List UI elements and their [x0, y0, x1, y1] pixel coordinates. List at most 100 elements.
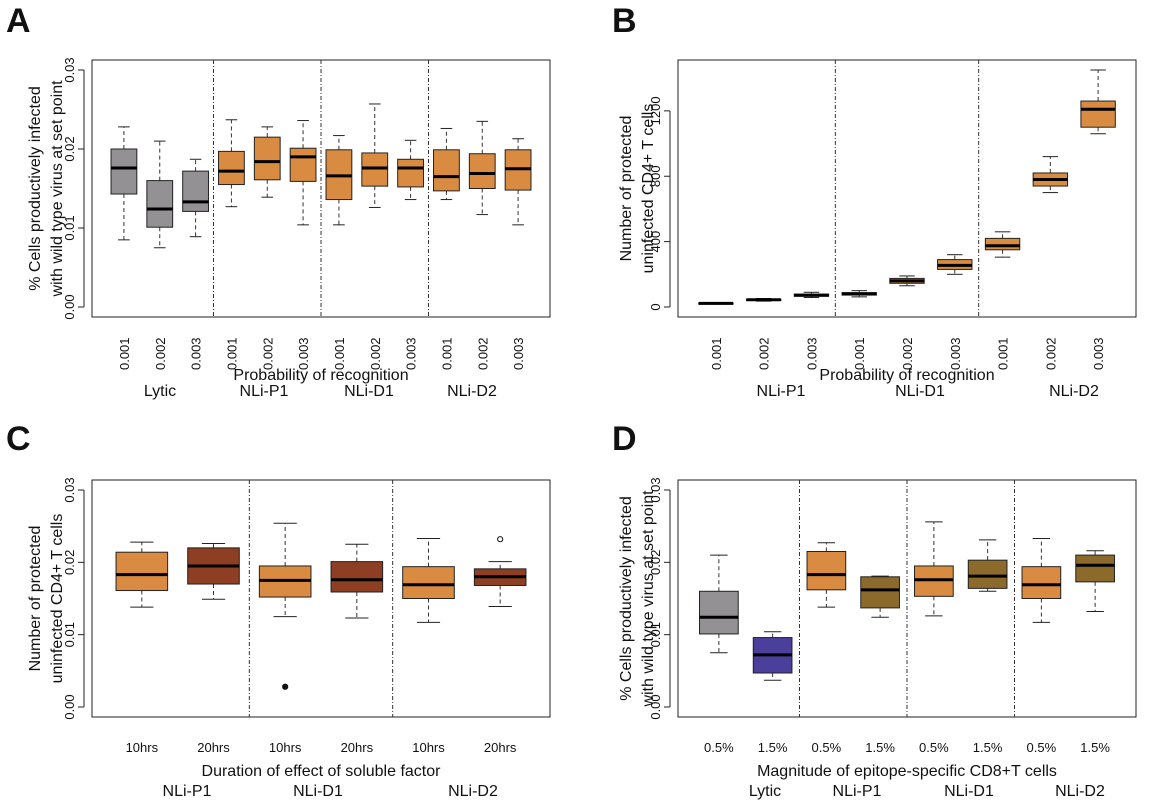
group-label: NLi-D2 [447, 383, 497, 400]
box [402, 566, 455, 600]
x-tick-label: 0.003 [404, 337, 419, 370]
y-tick-label: 1200 [648, 96, 663, 125]
box [468, 153, 496, 190]
box [1080, 100, 1116, 128]
x-tick-label: 0.002 [757, 337, 772, 370]
outlier-point [282, 683, 289, 690]
y-axis-label: Number of protected [618, 116, 635, 262]
x-tick-label: 0.002 [475, 337, 490, 370]
panel-letter: C [6, 420, 31, 458]
boxplot-c: 0.00 0.01 0.02 0.03 Number of protected uninf… [27, 477, 551, 800]
y-tick-label: 0.01 [648, 622, 663, 647]
group-label: NLi-D2 [448, 783, 498, 800]
panel-b: B 0 400 800 1200 Number of protected uninfect… [586, 0, 1173, 400]
y-tick-label: 0.00 [62, 694, 77, 719]
x-tick-label: 0.001 [709, 337, 724, 370]
y-tick-label: 0.01 [62, 622, 77, 647]
box [289, 147, 317, 182]
x-tick-label: 0.002 [260, 337, 275, 370]
box [146, 180, 174, 228]
y-tick-label: 0.02 [62, 136, 77, 161]
panel-c: C 0.00 0.01 0.02 0.03 Number of protected uni… [0, 400, 586, 800]
y-tick-label: 800 [648, 165, 663, 187]
y-tick-label: 0.02 [62, 550, 77, 575]
box [361, 152, 389, 187]
group-label: NLi-P1 [833, 783, 882, 800]
y-axis-label: % Cells productively infected [618, 496, 635, 701]
box [984, 237, 1021, 251]
box [182, 170, 209, 212]
x-tick-label: 20hrs [197, 740, 230, 755]
group-label: Lytic [749, 783, 781, 800]
group-label: NLi-P1 [163, 783, 212, 800]
x-tick-label: 0.002 [153, 337, 168, 370]
x-tick-label: 10hrs [269, 740, 302, 755]
x-tick-label: 1.5% [865, 740, 895, 755]
boxplot-a: 0.00 0.01 0.02 0.03 % Cells productively inf… [27, 57, 551, 400]
plot-frame [677, 59, 1137, 318]
box [330, 561, 384, 593]
x-tick-label: 0.001 [332, 337, 347, 370]
plot-frame [91, 479, 551, 718]
x-tick-label: 10hrs [412, 740, 445, 755]
group-label: NLi-D1 [344, 383, 394, 400]
x-tick-label: 0.002 [368, 337, 383, 370]
panel-d: D 0.00 0.01 0.02 0.03 % Cells productively i… [586, 400, 1173, 800]
box [110, 148, 138, 195]
x-tick-label: 0.5% [704, 740, 734, 755]
x-tick-label: 0.001 [439, 337, 454, 370]
group-label: NLi-P1 [240, 383, 289, 400]
y-axis-label: with wild type virus at set point [49, 80, 66, 298]
box [433, 149, 460, 192]
panel-letter: D [612, 420, 637, 458]
group-label: NLi-D1 [895, 383, 945, 400]
group-label: NLi-D1 [293, 783, 343, 800]
box [860, 576, 900, 609]
x-tick-label: 0.003 [511, 337, 526, 370]
outlier-point [497, 536, 504, 543]
x-axis-label: Probability of recognition [233, 367, 408, 384]
box [967, 559, 1008, 589]
y-tick-label: 400 [648, 231, 663, 253]
x-tick-label: 0.003 [1091, 337, 1106, 370]
x-tick-label: 0.003 [804, 337, 819, 370]
y-axis-label: with wild type virus at set point [640, 490, 657, 708]
x-tick-label: 0.003 [189, 337, 204, 370]
y-tick-label: 0.03 [62, 57, 77, 82]
y-tick-label: 0.00 [62, 294, 77, 319]
y-axis-label: uninfected CD4+ T cells [49, 514, 66, 684]
x-tick-label: 20hrs [484, 740, 517, 755]
y-tick-label: 0 [648, 303, 663, 310]
x-tick-label: 0.001 [224, 337, 239, 370]
x-axis-label: Probability of recognition [819, 367, 994, 384]
panel-letter: B [612, 2, 637, 40]
x-axis-label: Duration of effect of soluble factor [202, 763, 442, 780]
box [1075, 554, 1115, 583]
y-axis-label: Number of protected [27, 526, 44, 672]
boxplot-b: 0 400 800 1200 Number of protected uninfected… [618, 59, 1137, 400]
group-label: NLi-P1 [757, 383, 806, 400]
y-tick-label: 0.03 [62, 477, 77, 502]
x-tick-label: 0.001 [117, 337, 132, 370]
x-tick-label: 0.003 [948, 337, 963, 370]
y-tick-label: 0.00 [648, 694, 663, 719]
panel-a: A 0.00 0.01 0.02 0.03 % Cells productively i… [0, 0, 586, 400]
y-tick-label: 0.03 [648, 477, 663, 502]
y-axis-label: % Cells productively infected [27, 86, 44, 291]
box [253, 136, 281, 181]
x-tick-label: 0.003 [296, 337, 311, 370]
group-label: NLi-D2 [1055, 783, 1105, 800]
panel-letter: A [6, 2, 31, 40]
group-label: NLi-D2 [1049, 383, 1099, 400]
x-tick-label: 1.5% [1080, 740, 1110, 755]
y-tick-label: 0.02 [648, 550, 663, 575]
x-tick-label: 0.5% [1027, 740, 1057, 755]
x-axis-label: Magnitude of epitope-specific CD8+T cell… [757, 763, 1057, 780]
x-tick-label: 0.002 [1043, 337, 1058, 370]
box [218, 150, 245, 186]
x-tick-label: 0.001 [996, 337, 1011, 370]
box [1021, 566, 1062, 600]
x-tick-label: 0.001 [852, 337, 867, 370]
box [699, 590, 739, 635]
x-tick-label: 0.002 [900, 337, 915, 370]
